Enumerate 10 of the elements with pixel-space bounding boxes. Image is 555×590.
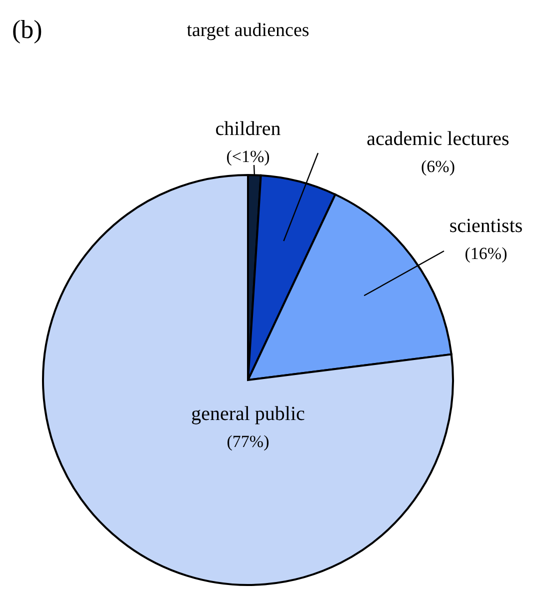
slice-label: children [215, 118, 281, 140]
text: (b) [12, 15, 42, 44]
slice-label: general public [191, 403, 306, 425]
slice-label: scientists [449, 215, 523, 237]
data-label: (77%) [226, 432, 270, 451]
data-label: (6%) [421, 157, 455, 176]
data-label: (<1%) [226, 147, 270, 166]
data-label: (16%) [464, 244, 508, 263]
chart-title: target audiences [186, 20, 310, 41]
slice-label: academic lectures [366, 128, 510, 150]
